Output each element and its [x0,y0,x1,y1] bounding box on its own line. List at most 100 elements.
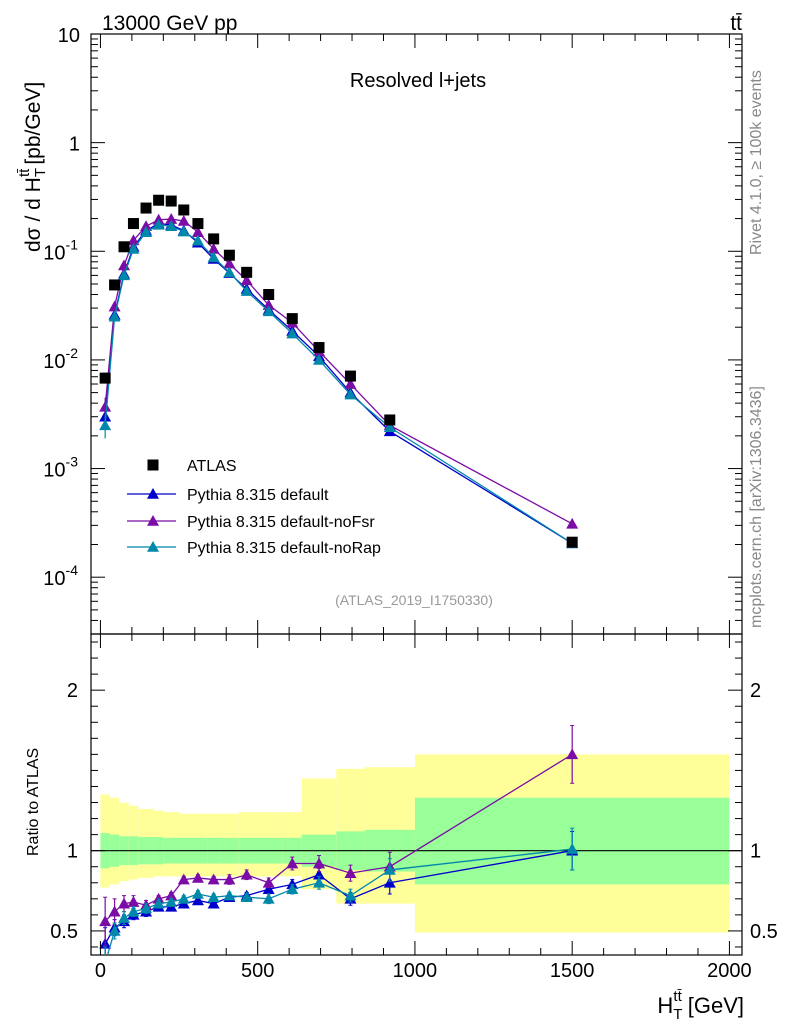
data-point [165,220,178,232]
data-point [344,378,357,389]
legend-item: Pythia 8.315 default-noRap [127,540,381,557]
ratio-point [383,876,396,888]
data-point [178,204,190,216]
ratio-series-group [99,724,579,955]
y-axis-label-sub: T [32,168,49,177]
ratio-y-axis-label: Ratio to ATLAS [25,748,42,856]
data-point [140,220,153,232]
x-axis-label-sub: T [673,1006,682,1023]
y-tick-label: 10-1 [43,236,78,264]
x-axis-label-unit: [GeV] [688,993,744,1018]
ratio-point [262,876,275,888]
ratio-point [383,863,396,875]
data-point [344,388,357,400]
data-point [108,300,121,312]
ratio-point [240,868,253,880]
ratio-point [262,892,275,904]
ratio-y-tick-label-right: 0.5 [750,921,778,943]
data-point [286,327,299,339]
ratio-point [262,883,275,894]
ratio-point [286,857,299,869]
ratio-point [140,902,153,914]
data-point [140,226,153,237]
y-tick-label-base: 10 [43,242,65,264]
y-tick-label: 10-4 [43,562,78,590]
data-point [240,274,253,286]
rivet-label: Rivet 4.1.0, ≥ 100k events [748,70,765,255]
data-point [383,421,396,433]
ratio-point [207,897,220,909]
y-tick-group [91,33,742,635]
ratio-frame [90,633,743,956]
data-point [566,536,578,548]
data-point [262,305,275,317]
ratio-point [344,867,357,878]
x-tick-label: 1500 [550,960,595,982]
ratio-panel: 0 500 1000 1500 2000 0.5 0.5 1 1 2 2 Ratio to ATLAS… [25,633,778,1023]
data-point [313,353,326,365]
legend-label: Pythia 8.315 default-noRap [187,540,381,557]
legend-item: Pythia 8.315 default [127,487,329,504]
main-series-group [99,194,579,549]
data-point [152,218,165,230]
data-point [109,279,121,291]
series-line [104,224,573,544]
x-tick-label: 0 [95,960,106,982]
data-point [241,266,253,278]
data-point [99,372,111,384]
ratio-point [223,889,236,901]
series-atlas [99,194,578,548]
data-point [153,194,165,206]
ratio-point [177,892,190,904]
data-point [140,202,152,214]
data-point [127,218,139,230]
y-tick-label: 10-2 [43,345,78,373]
data-point [208,233,220,245]
legend-marker [147,459,159,471]
ratio-point [118,897,131,909]
data-point [118,269,131,281]
data-point [99,400,112,412]
series-pythia-8-315-default [99,217,579,549]
series-line [104,222,573,544]
x-tick-label: 500 [241,960,274,982]
ratio-point [191,888,204,899]
data-point [223,257,236,269]
legend-label: ATLAS [187,458,237,475]
data-point [165,213,178,224]
y-tick-label-base: 10 [43,460,65,482]
data-point [191,226,204,237]
ratio-y-tick-label-left: 2 [67,680,78,702]
ratio-point [566,843,579,854]
ratio-point [191,871,204,883]
y-tick-label: 10 [58,25,80,47]
data-point [263,289,275,301]
y-axis-label-unit: [pb/GeV] [22,82,45,165]
legend-label: Pythia 8.315 default [187,487,329,504]
data-point [223,249,235,261]
process-label: tt̄ [730,12,742,35]
ratio-point [223,873,236,885]
ratio-point [313,857,326,869]
ratio-point [286,883,299,894]
data-point [566,517,579,529]
data-point [165,195,177,207]
ratio-y-tick-group [91,641,742,948]
data-point [127,234,140,246]
legend-item: ATLAS [147,458,237,475]
ratio-y-tick-label-right: 2 [750,680,761,702]
data-point [99,419,112,431]
ratio-point [207,873,220,885]
data-point [207,242,220,254]
x-axis-label-sup: tt̄ [673,988,682,1005]
y-tick-label: 10-3 [43,454,78,482]
ratio-y-tick-label-left: 1 [67,841,78,863]
data-point [207,251,220,263]
data-point [192,218,204,230]
ratio-series-pythia-8-315-default-norap [103,827,579,955]
x-tick-group [99,34,730,955]
data-point [108,310,121,322]
data-point [384,414,396,426]
legend-item: Pythia 8.315 default-noFsr [127,514,375,531]
